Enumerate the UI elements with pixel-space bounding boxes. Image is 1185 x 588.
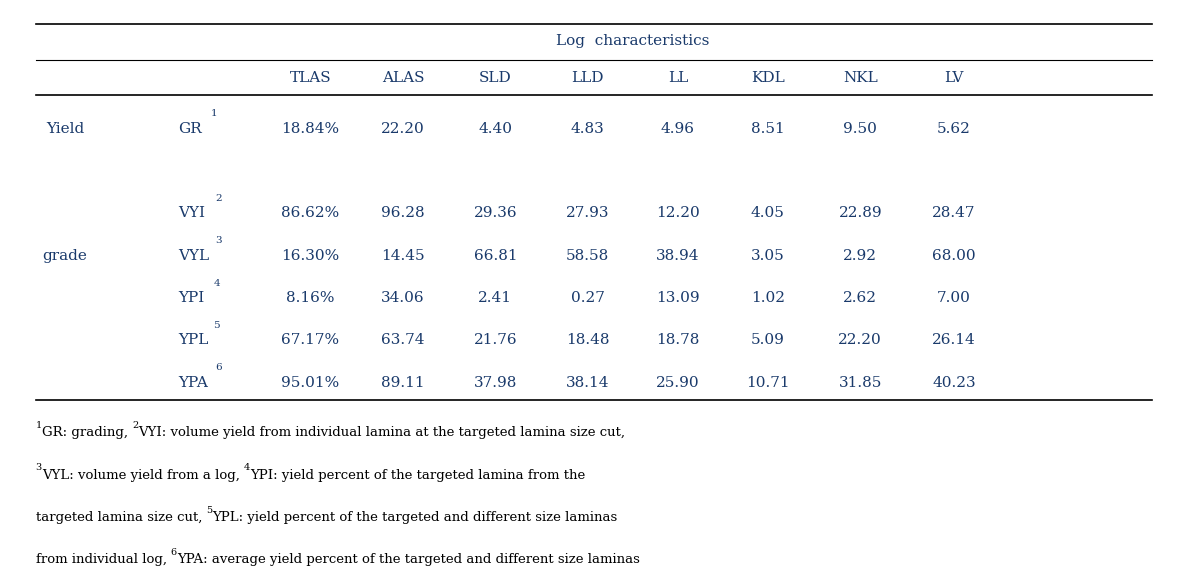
Text: 1: 1	[36, 421, 41, 430]
Text: 3: 3	[36, 463, 41, 472]
Text: LL: LL	[667, 71, 688, 85]
Text: 22.89: 22.89	[839, 206, 882, 220]
Text: 6: 6	[171, 548, 177, 557]
Text: 2.41: 2.41	[479, 291, 512, 305]
Text: Yield: Yield	[46, 122, 84, 136]
Text: GR: GR	[178, 122, 201, 136]
Text: 18.84%: 18.84%	[281, 122, 340, 136]
Text: 13.09: 13.09	[656, 291, 699, 305]
Text: YPI: YPI	[178, 291, 204, 305]
Text: 40.23: 40.23	[933, 376, 975, 390]
Text: 0.27: 0.27	[571, 291, 604, 305]
Text: VYI: volume yield from individual lamina at the targeted lamina size cut,: VYI: volume yield from individual lamina…	[139, 426, 626, 439]
Text: 58.58: 58.58	[566, 249, 609, 263]
Text: KDL: KDL	[751, 71, 784, 85]
Text: 25.90: 25.90	[656, 376, 699, 390]
Text: YPA: YPA	[178, 376, 207, 390]
Text: 10.71: 10.71	[747, 376, 789, 390]
Text: 5: 5	[213, 321, 220, 330]
Text: YPL: yield percent of the targeted and different size laminas: YPL: yield percent of the targeted and d…	[212, 511, 617, 524]
Text: TLAS: TLAS	[289, 71, 332, 85]
Text: VYL: volume yield from a log,: VYL: volume yield from a log,	[41, 469, 244, 482]
Text: 4: 4	[213, 279, 220, 288]
Text: YPI: yield percent of the targeted lamina from the: YPI: yield percent of the targeted lamin…	[250, 469, 585, 482]
Text: 3.05: 3.05	[751, 249, 784, 263]
Text: 28.47: 28.47	[933, 206, 975, 220]
Text: 4.05: 4.05	[751, 206, 784, 220]
Text: 2: 2	[216, 194, 223, 203]
Text: NKL: NKL	[843, 71, 878, 85]
Text: ALAS: ALAS	[382, 71, 424, 85]
Text: 89.11: 89.11	[382, 376, 424, 390]
Text: 37.98: 37.98	[474, 376, 517, 390]
Text: Log  characteristics: Log characteristics	[556, 34, 709, 48]
Text: 96.28: 96.28	[382, 206, 424, 220]
Text: 86.62%: 86.62%	[281, 206, 340, 220]
Text: 3: 3	[216, 236, 223, 245]
Text: 2.92: 2.92	[844, 249, 877, 263]
Text: 12.20: 12.20	[656, 206, 699, 220]
Text: 26.14: 26.14	[933, 333, 975, 348]
Text: 9.50: 9.50	[844, 122, 877, 136]
Text: 5: 5	[206, 506, 212, 514]
Text: from individual log,: from individual log,	[36, 553, 171, 566]
Text: 2.62: 2.62	[844, 291, 877, 305]
Text: 8.51: 8.51	[751, 122, 784, 136]
Text: LV: LV	[944, 71, 963, 85]
Text: SLD: SLD	[479, 71, 512, 85]
Text: 21.76: 21.76	[474, 333, 517, 348]
Text: 38.14: 38.14	[566, 376, 609, 390]
Text: 27.93: 27.93	[566, 206, 609, 220]
Text: VYL: VYL	[178, 249, 209, 263]
Text: 31.85: 31.85	[839, 376, 882, 390]
Text: 68.00: 68.00	[933, 249, 975, 263]
Text: 4: 4	[244, 463, 250, 472]
Text: 2: 2	[132, 421, 139, 430]
Text: grade: grade	[43, 249, 88, 263]
Text: 22.20: 22.20	[839, 333, 882, 348]
Text: targeted lamina size cut,: targeted lamina size cut,	[36, 511, 206, 524]
Text: 16.30%: 16.30%	[281, 249, 340, 263]
Text: 14.45: 14.45	[382, 249, 424, 263]
Text: LLD: LLD	[571, 71, 604, 85]
Text: 18.48: 18.48	[566, 333, 609, 348]
Text: YPL: YPL	[178, 333, 209, 348]
Text: 63.74: 63.74	[382, 333, 424, 348]
Text: YPA: average yield percent of the targeted and different size laminas: YPA: average yield percent of the target…	[177, 553, 640, 566]
Text: 6: 6	[216, 363, 223, 372]
Text: GR: grading,: GR: grading,	[41, 426, 132, 439]
Text: 5.09: 5.09	[751, 333, 784, 348]
Text: 22.20: 22.20	[382, 122, 424, 136]
Text: 7.00: 7.00	[937, 291, 971, 305]
Text: 18.78: 18.78	[656, 333, 699, 348]
Text: VYI: VYI	[178, 206, 205, 220]
Text: 29.36: 29.36	[474, 206, 517, 220]
Text: 1: 1	[211, 109, 218, 118]
Text: 1.02: 1.02	[751, 291, 784, 305]
Text: 38.94: 38.94	[656, 249, 699, 263]
Text: 66.81: 66.81	[474, 249, 517, 263]
Text: 8.16%: 8.16%	[287, 291, 334, 305]
Text: 5.62: 5.62	[937, 122, 971, 136]
Text: 4.96: 4.96	[661, 122, 694, 136]
Text: 67.17%: 67.17%	[281, 333, 340, 348]
Text: 34.06: 34.06	[382, 291, 424, 305]
Text: 4.40: 4.40	[479, 122, 512, 136]
Text: 4.83: 4.83	[571, 122, 604, 136]
Text: 95.01%: 95.01%	[281, 376, 340, 390]
